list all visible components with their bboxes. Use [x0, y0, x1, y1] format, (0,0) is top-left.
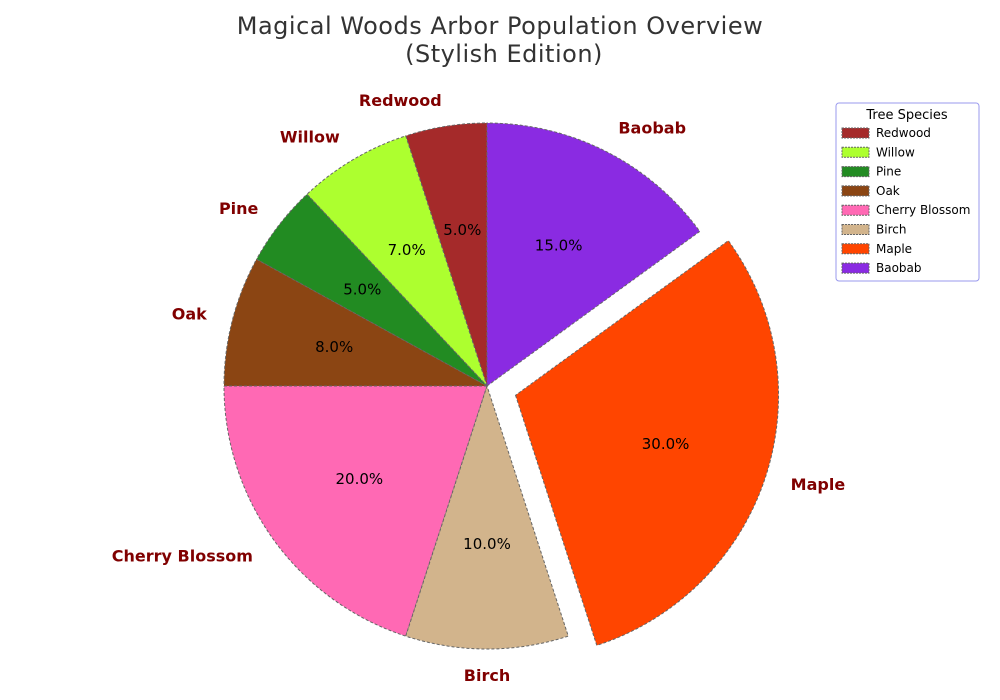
- legend-label-redwood: Redwood: [876, 126, 931, 140]
- pie-percent-label-oak: 8.0%: [315, 338, 353, 356]
- pie-category-label-redwood: Redwood: [359, 91, 442, 110]
- legend-swatch-cherry-blossom: [841, 204, 870, 216]
- pie-category-label-oak: Oak: [172, 305, 207, 324]
- pie-percent-label-pine: 5.0%: [343, 280, 381, 298]
- legend-swatch-maple: [841, 243, 870, 255]
- pie-slice-cherry-blossom: [223, 385, 488, 637]
- pie-category-label-cherry-blossom: Cherry Blossom: [112, 547, 253, 566]
- chart-title-line-2: (Stylish Edition): [405, 40, 603, 68]
- legend-swatch-birch: [841, 224, 870, 235]
- legend-label-oak: Oak: [876, 184, 900, 198]
- pie-slice-maple: [514, 239, 779, 647]
- pie-slice-baobab: [486, 122, 701, 387]
- pie-category-label-willow: Willow: [280, 127, 340, 146]
- legend-label-maple: Maple: [876, 242, 912, 256]
- legend-label-willow: Willow: [876, 145, 915, 159]
- pie-slices: [223, 122, 779, 650]
- pie-labels: 5.0% Redwood 7.0% Willow 5.0% Pine 8.0% Oak 20.0…: [112, 91, 846, 685]
- pie-percent-label-redwood: 5.0%: [443, 221, 481, 239]
- chart-title-line-1: Magical Woods Arbor Population Overview: [237, 12, 764, 40]
- legend-swatch-baobab: [841, 262, 870, 274]
- pie-percent-label-willow: 7.0%: [388, 241, 426, 259]
- pie-slice-birch: [405, 384, 569, 650]
- pie-slice-oak: [223, 258, 488, 387]
- legend-swatch-redwood: [841, 127, 870, 139]
- pie-percent-label-maple: 30.0%: [642, 435, 690, 453]
- pie-category-label-baobab: Baobab: [618, 119, 686, 138]
- legend-label-pine: Pine: [876, 165, 901, 179]
- legend-swatch-willow: [841, 146, 870, 158]
- legend-swatch-oak: [841, 185, 870, 197]
- legend-items: Redwood Willow Pine Oak Cherry Blossom Birch M…: [841, 126, 970, 275]
- legend-label-birch: Birch: [876, 223, 906, 237]
- pie-percent-label-baobab: 15.0%: [535, 236, 583, 254]
- pie-category-label-birch: Birch: [464, 666, 510, 685]
- pie-slice-willow: [306, 135, 488, 387]
- legend-label-cherry-blossom: Cherry Blossom: [876, 203, 970, 217]
- pie-percent-label-birch: 10.0%: [463, 535, 511, 553]
- legend-swatch-pine: [841, 166, 870, 178]
- legend-frame: [835, 102, 980, 282]
- legend-title: Tree Species: [865, 108, 947, 123]
- legend-label-baobab: Baobab: [876, 261, 922, 275]
- legend: Tree Species Redwood Willow Pine Oak Cherry …: [835, 102, 980, 282]
- pie-percent-label-cherry-blossom: 20.0%: [336, 470, 384, 488]
- pie-slice-pine: [255, 193, 488, 387]
- pie-category-label-pine: Pine: [219, 199, 259, 218]
- pie-category-label-maple: Maple: [791, 475, 846, 494]
